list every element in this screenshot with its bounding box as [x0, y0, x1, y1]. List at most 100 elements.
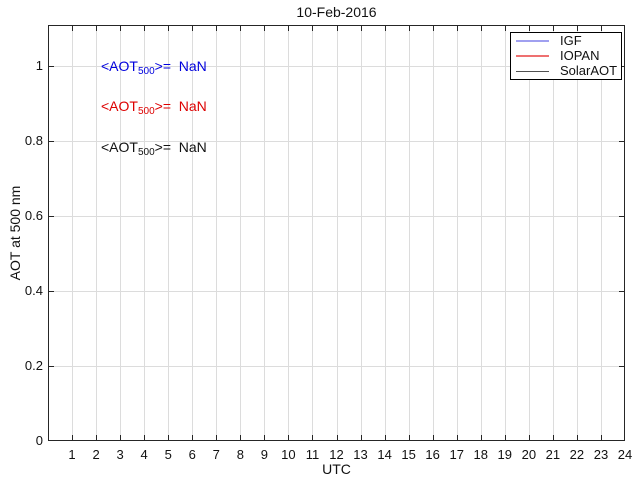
legend-item: IOPAN [511, 48, 621, 63]
x-tick-label: 16 [425, 447, 440, 462]
x-tick-label: 19 [497, 447, 513, 462]
x-tick-label: 4 [140, 447, 148, 462]
annotation-suffix: >= NaN [154, 139, 207, 155]
annotation-subscript: 500 [137, 147, 155, 158]
x-tick-label: 2 [92, 447, 100, 462]
h-gridline [49, 216, 624, 217]
x-tick-top [480, 26, 482, 31]
y-tick-right [619, 366, 624, 367]
v-gridline [432, 26, 434, 440]
v-gridline [216, 26, 218, 440]
annotation-suffix: >= NaN [154, 98, 207, 114]
v-gridline [600, 26, 602, 440]
x-tick-top [408, 26, 410, 31]
chart-title: 10-Feb-2016 [296, 4, 377, 20]
v-gridline [576, 26, 578, 440]
x-tick-top [72, 26, 74, 31]
x-tick-top [120, 26, 122, 31]
v-gridline [168, 26, 170, 440]
x-tick-top [432, 26, 434, 31]
x-tick-top [600, 26, 602, 31]
y-tick-right [619, 216, 624, 217]
x-tick-label: 12 [329, 447, 344, 462]
x-tick-bottom [288, 435, 290, 440]
x-tick-label: 9 [260, 447, 268, 462]
x-tick-bottom [432, 435, 434, 440]
aot-mean-annotation: <AOT500>= NaN [101, 98, 207, 117]
y-tick-left [49, 66, 54, 67]
x-tick-label: 23 [593, 447, 609, 462]
v-gridline [264, 26, 266, 440]
x-tick-bottom [360, 435, 362, 440]
x-tick-label: 24 [617, 447, 633, 462]
legend: IGF IOPAN SolarAOT [510, 32, 622, 80]
annotation-prefix: <AOT [101, 98, 138, 114]
legend-item: IGF [511, 33, 621, 48]
y-tick-label: 0.4 [24, 283, 43, 298]
x-tick-label: 18 [473, 447, 488, 462]
x-tick-label: 8 [236, 447, 244, 462]
legend-line-iopan-icon [516, 54, 549, 57]
y-tick-left [49, 141, 54, 142]
h-gridline [49, 366, 624, 367]
x-tick-label: 17 [449, 447, 464, 462]
x-tick-bottom [504, 435, 506, 440]
v-gridline [96, 26, 98, 440]
x-tick-bottom [552, 435, 554, 440]
v-gridline [120, 26, 122, 440]
y-tick-label: 1 [35, 58, 43, 73]
x-tick-bottom [240, 435, 242, 440]
x-tick-bottom [264, 435, 266, 440]
x-tick-label: 13 [353, 447, 368, 462]
x-tick-bottom [456, 435, 458, 440]
legend-line-solaraot-icon [516, 70, 549, 72]
x-tick-bottom [528, 435, 530, 440]
plot-area [48, 25, 625, 441]
x-tick-top [336, 26, 338, 31]
x-tick-label: 20 [521, 447, 537, 462]
x-tick-bottom [480, 435, 482, 440]
y-tick-label: 0.6 [24, 208, 43, 223]
v-gridline [336, 26, 338, 440]
x-tick-bottom [144, 435, 146, 440]
x-tick-bottom [192, 435, 194, 440]
x-tick-bottom [408, 435, 410, 440]
y-tick-right [619, 291, 624, 292]
x-tick-bottom [72, 435, 74, 440]
x-tick-top [192, 26, 194, 31]
x-tick-bottom [384, 435, 386, 440]
annotation-prefix: <AOT [101, 139, 138, 155]
x-tick-label: 22 [569, 447, 585, 462]
x-tick-label: 5 [164, 447, 172, 462]
x-axis-label: UTC [322, 461, 351, 477]
v-gridline [408, 26, 410, 440]
v-gridline [480, 26, 482, 440]
v-gridline [384, 26, 386, 440]
x-tick-top [288, 26, 290, 31]
x-tick-label: 6 [188, 447, 196, 462]
x-tick-label: 15 [401, 447, 416, 462]
x-tick-bottom [120, 435, 122, 440]
v-gridline [360, 26, 362, 440]
x-tick-top [312, 26, 314, 31]
x-tick-top [168, 26, 170, 31]
v-gridline [72, 26, 74, 440]
v-gridline [528, 26, 530, 440]
x-tick-top [504, 26, 506, 31]
x-tick-bottom [576, 435, 578, 440]
v-gridline [552, 26, 554, 440]
x-tick-top [456, 26, 458, 31]
x-tick-top [552, 26, 554, 31]
x-tick-label: 10 [281, 447, 296, 462]
y-tick-label: 0 [35, 433, 43, 448]
x-tick-bottom [312, 435, 314, 440]
annotation-prefix: <AOT [101, 58, 138, 74]
x-tick-bottom [96, 435, 98, 440]
y-tick-label: 0.8 [24, 133, 43, 148]
x-tick-top [264, 26, 266, 31]
legend-label: SolarAOT [560, 63, 618, 79]
v-gridline [312, 26, 314, 440]
v-gridline [504, 26, 506, 440]
v-gridline [240, 26, 242, 440]
